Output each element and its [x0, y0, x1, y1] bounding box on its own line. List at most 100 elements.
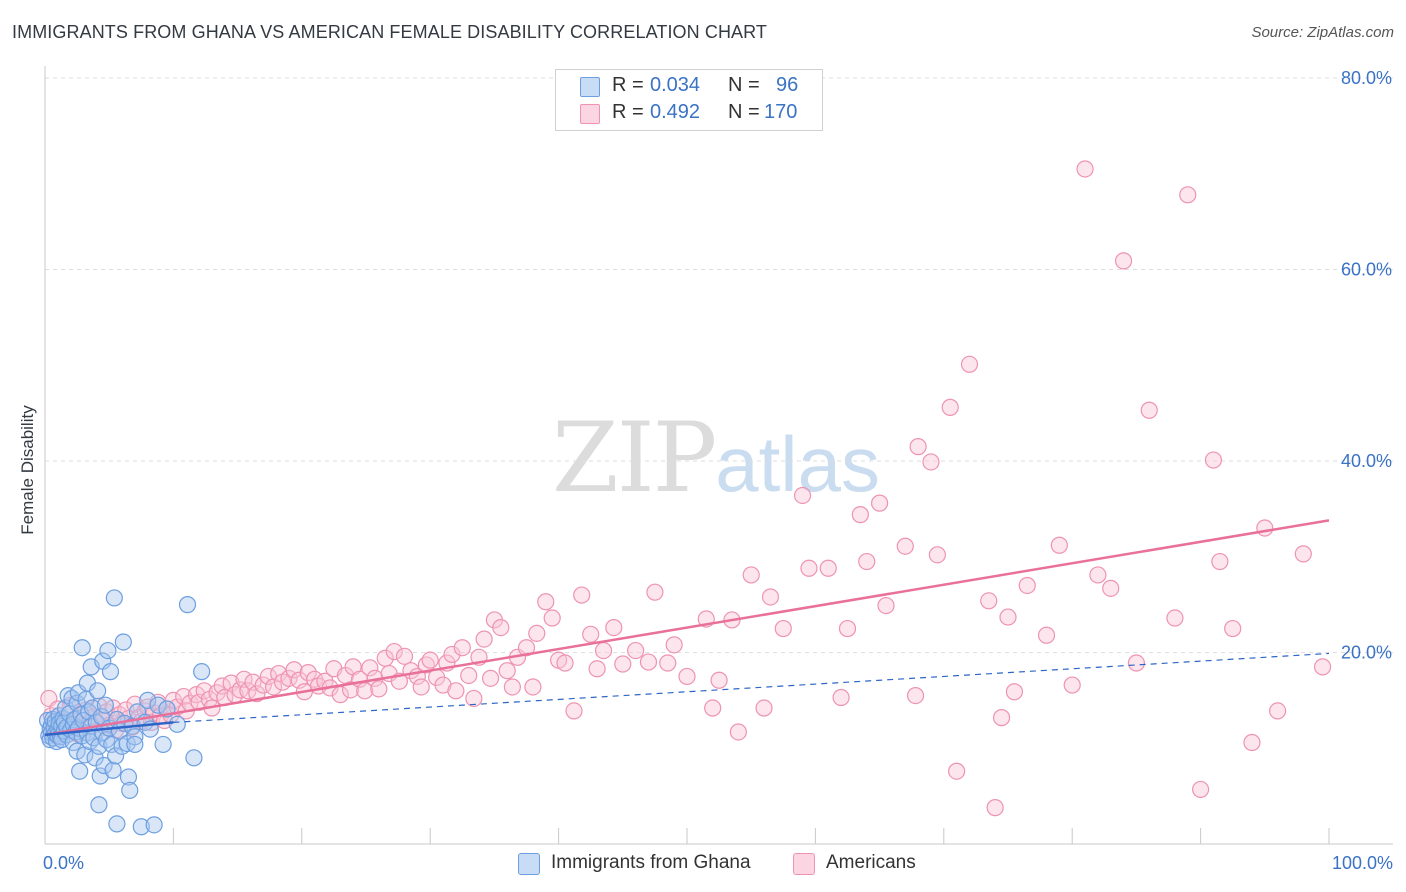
axes	[44, 66, 1393, 845]
ghana-point	[90, 796, 108, 814]
ghana-point	[73, 639, 91, 657]
americans-point	[594, 641, 613, 660]
ghana-point	[185, 749, 203, 767]
n-label: N =	[728, 101, 760, 123]
americans-point	[1294, 545, 1312, 563]
y-tick-label: 40.0%	[1341, 451, 1392, 471]
source-label: Source: ZipAtlas.com	[1251, 24, 1394, 41]
americans-point	[986, 799, 1004, 817]
americans-point	[761, 588, 780, 606]
grid-lines	[45, 77, 1393, 653]
americans-point	[605, 619, 623, 637]
americans-point	[1256, 519, 1274, 537]
ghana-point	[68, 742, 86, 760]
americans-point	[1005, 683, 1024, 701]
americans-point	[588, 660, 606, 678]
americans-point	[851, 506, 869, 524]
americans-point	[385, 642, 403, 661]
americans-point	[285, 661, 303, 679]
trend-lines	[44, 519, 1330, 737]
ghana-point	[126, 735, 144, 754]
y-tick-label: 20.0%	[1341, 643, 1392, 663]
americans-point	[800, 559, 818, 577]
chart-title: IMMIGRANTS FROM GHANA VS AMERICAN FEMALE…	[12, 22, 768, 42]
ghana-point	[154, 735, 172, 754]
americans-point	[832, 688, 850, 707]
ghana-point	[145, 816, 163, 834]
americans-point	[1140, 401, 1158, 419]
r-value: 0.492	[650, 101, 701, 123]
americans-point	[1224, 619, 1242, 638]
americans-point	[412, 678, 430, 696]
x-tick-label: 100.0%	[1332, 853, 1393, 873]
americans-point	[999, 608, 1017, 626]
ghana-point	[71, 762, 89, 780]
americans-point	[556, 654, 574, 672]
r-label: R =	[612, 101, 644, 123]
americans-point	[1050, 536, 1068, 554]
ghana-point	[104, 761, 122, 779]
americans-point	[465, 689, 483, 708]
americans-point	[1179, 186, 1197, 204]
americans-point	[582, 625, 600, 643]
n-label: N =	[728, 74, 760, 96]
ghana-point	[168, 715, 186, 733]
americans-point	[370, 680, 388, 698]
americans-point	[877, 596, 895, 615]
americans-point	[838, 619, 857, 638]
legend-label-ghana: Immigrants from Ghana	[551, 852, 751, 873]
americans-point	[1191, 780, 1210, 799]
n-value: 170	[764, 101, 798, 123]
ghana-point	[113, 737, 131, 755]
americans-point	[1166, 609, 1184, 627]
americans-point	[460, 666, 478, 685]
americans-point	[573, 586, 591, 604]
americans-point	[678, 667, 696, 686]
ghana-point	[89, 682, 107, 700]
ghana-point	[99, 641, 117, 660]
ghana-point	[95, 756, 113, 775]
y-tick-label: 60.0%	[1341, 260, 1392, 280]
stats-box: R = 0.034 N = 96 R = 0.492 N = 170	[555, 69, 823, 131]
americans-point	[492, 619, 510, 637]
y-axis-label-wrap: Female Disability	[14, 340, 42, 600]
americans-point	[395, 647, 414, 665]
ghana-point	[101, 663, 120, 681]
x-tick-label: 0.0%	[43, 853, 84, 873]
ghana-point	[105, 589, 123, 607]
r-label: R =	[612, 74, 644, 96]
ghana-point	[178, 596, 197, 614]
ghana-point	[63, 689, 81, 708]
americans-point	[627, 641, 645, 660]
ghana-point	[107, 747, 125, 765]
americans-point	[1102, 579, 1120, 597]
watermark: ZIPatlas	[552, 402, 880, 514]
americans-point	[755, 699, 773, 717]
trend-line-ghana-dashed	[173, 652, 1330, 723]
americans-point	[543, 609, 561, 627]
americans-point	[1114, 252, 1133, 270]
americans-point	[254, 676, 272, 694]
americans-point	[960, 355, 979, 373]
americans-point	[948, 762, 966, 780]
americans-swatch	[580, 104, 600, 124]
r-value: 0.034	[650, 74, 701, 96]
americans-point	[729, 723, 747, 741]
ghana-point	[114, 633, 132, 651]
watermark-zip: ZIP	[552, 402, 717, 514]
americans-point	[659, 654, 677, 672]
ghana-point	[193, 663, 211, 681]
americans-point	[1204, 451, 1223, 469]
americans-point	[524, 678, 542, 696]
americans-point	[710, 671, 728, 689]
americans-point	[453, 639, 471, 657]
americans-point	[793, 486, 812, 505]
americans-point	[475, 630, 493, 648]
americans-point	[537, 593, 555, 611]
trend-line-americans	[44, 519, 1330, 737]
ghana-point	[149, 696, 167, 714]
americans-point	[1269, 702, 1287, 720]
americans-point	[870, 494, 889, 512]
americans-point	[1037, 626, 1056, 644]
